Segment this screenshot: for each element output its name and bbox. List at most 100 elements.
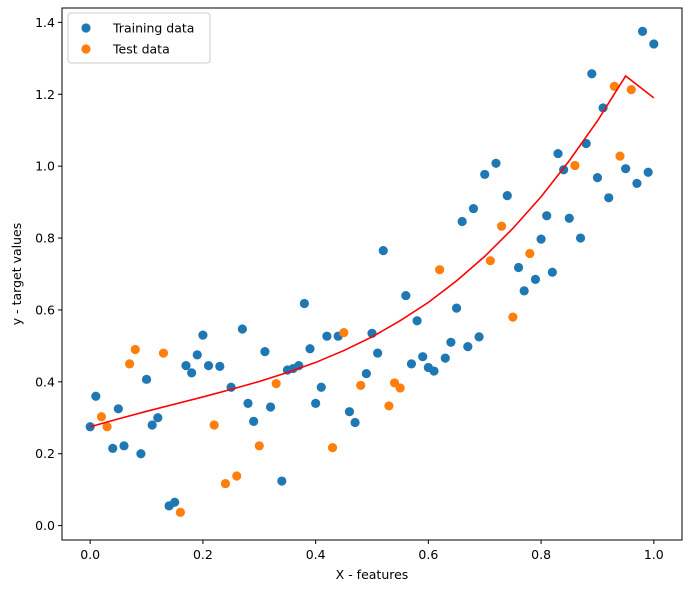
training-point xyxy=(592,173,603,183)
training-point xyxy=(468,203,479,214)
test-point xyxy=(356,380,366,391)
training-point xyxy=(344,407,355,417)
training-point xyxy=(637,26,648,36)
training-point xyxy=(108,443,118,453)
training-point xyxy=(463,342,473,352)
training-point xyxy=(260,347,270,357)
test-point xyxy=(395,383,405,393)
y-tick-label: 0.8 xyxy=(35,231,55,246)
training-point xyxy=(316,382,326,392)
test-point xyxy=(508,312,518,322)
legend-label-test-data: Test data xyxy=(112,42,170,57)
training-point xyxy=(136,449,146,459)
test-point xyxy=(339,327,349,338)
x-tick-label: 0.0 xyxy=(80,547,100,562)
training-point xyxy=(170,497,180,507)
training-point xyxy=(643,167,653,177)
test-point xyxy=(158,348,169,358)
test-point xyxy=(609,81,619,91)
training-point xyxy=(418,352,428,362)
training-point xyxy=(598,103,608,113)
training-point xyxy=(474,332,484,342)
y-tick-label: 0.4 xyxy=(35,374,55,389)
y-tick-label: 0.6 xyxy=(35,302,55,317)
training-point xyxy=(198,330,208,340)
training-point xyxy=(542,211,552,221)
training-point xyxy=(277,476,287,486)
y-tick-label: 0.0 xyxy=(35,518,55,533)
test-point xyxy=(130,344,140,355)
training-point xyxy=(215,361,225,371)
training-point xyxy=(265,402,276,412)
training-point xyxy=(153,413,163,423)
test-point xyxy=(102,422,112,432)
training-point xyxy=(429,366,439,376)
training-point xyxy=(553,148,563,159)
x-tick-label: 0.8 xyxy=(531,547,551,562)
training-point xyxy=(119,441,129,451)
training-point xyxy=(147,420,157,430)
test-point xyxy=(485,256,495,266)
training-point xyxy=(406,359,417,369)
test-point xyxy=(125,359,135,369)
training-point xyxy=(305,344,315,354)
test-point xyxy=(384,401,394,411)
training-point xyxy=(203,361,214,371)
training-point xyxy=(457,216,467,227)
test-point xyxy=(254,441,264,451)
test-point xyxy=(220,478,231,489)
training-point xyxy=(649,39,659,49)
training-point xyxy=(91,391,101,401)
legend-label-training-data: Training data xyxy=(112,21,194,36)
training-point xyxy=(378,246,388,256)
training-point xyxy=(564,213,574,223)
training-point xyxy=(480,169,490,180)
training-point xyxy=(322,331,332,341)
training-point xyxy=(412,316,422,326)
test-point xyxy=(435,265,445,275)
plot-area xyxy=(61,7,683,541)
legend: Training data Test data xyxy=(67,12,211,64)
legend-box xyxy=(67,12,211,64)
training-point xyxy=(350,417,360,428)
test-point xyxy=(327,443,338,453)
training-point xyxy=(536,234,546,244)
training-point xyxy=(243,398,253,409)
training-point xyxy=(513,262,524,273)
x-tick-label: 1.0 xyxy=(644,547,664,562)
legend-marker-test-data xyxy=(81,44,91,54)
training-point xyxy=(311,398,321,409)
y-tick-label: 1.0 xyxy=(35,159,55,174)
fit-curve-line xyxy=(89,74,655,428)
training-point xyxy=(587,69,597,79)
training-point xyxy=(502,191,512,201)
training-point xyxy=(299,298,309,309)
legend-marker-training-data xyxy=(81,23,91,33)
test-point xyxy=(525,248,535,259)
training-point xyxy=(237,324,247,334)
training-point xyxy=(113,404,123,414)
x-tick-label: 0.6 xyxy=(418,547,438,562)
training-point xyxy=(361,368,371,379)
training-point xyxy=(575,233,586,243)
training-point xyxy=(491,158,501,168)
test-point xyxy=(271,379,281,389)
test-point xyxy=(209,420,219,430)
x-axis: 0.0 0.2 0.4 0.6 0.8 1.0 xyxy=(80,540,664,562)
training-point xyxy=(141,374,152,384)
training-point xyxy=(440,353,450,363)
training-point xyxy=(621,164,631,174)
y-tick-label: 1.4 xyxy=(35,15,55,30)
training-point xyxy=(632,178,642,189)
x-tick-label: 0.2 xyxy=(193,547,213,562)
training-point xyxy=(530,274,541,284)
training-point xyxy=(181,361,191,371)
test-point xyxy=(96,412,107,422)
training-point xyxy=(401,290,411,301)
plot-frame xyxy=(61,7,683,541)
training-point xyxy=(451,303,462,313)
training-point xyxy=(604,193,614,203)
y-axis: 0.0 0.2 0.4 0.6 0.8 1.0 1.2 1.4 xyxy=(35,15,62,533)
y-tick-label: 0.2 xyxy=(35,446,55,461)
